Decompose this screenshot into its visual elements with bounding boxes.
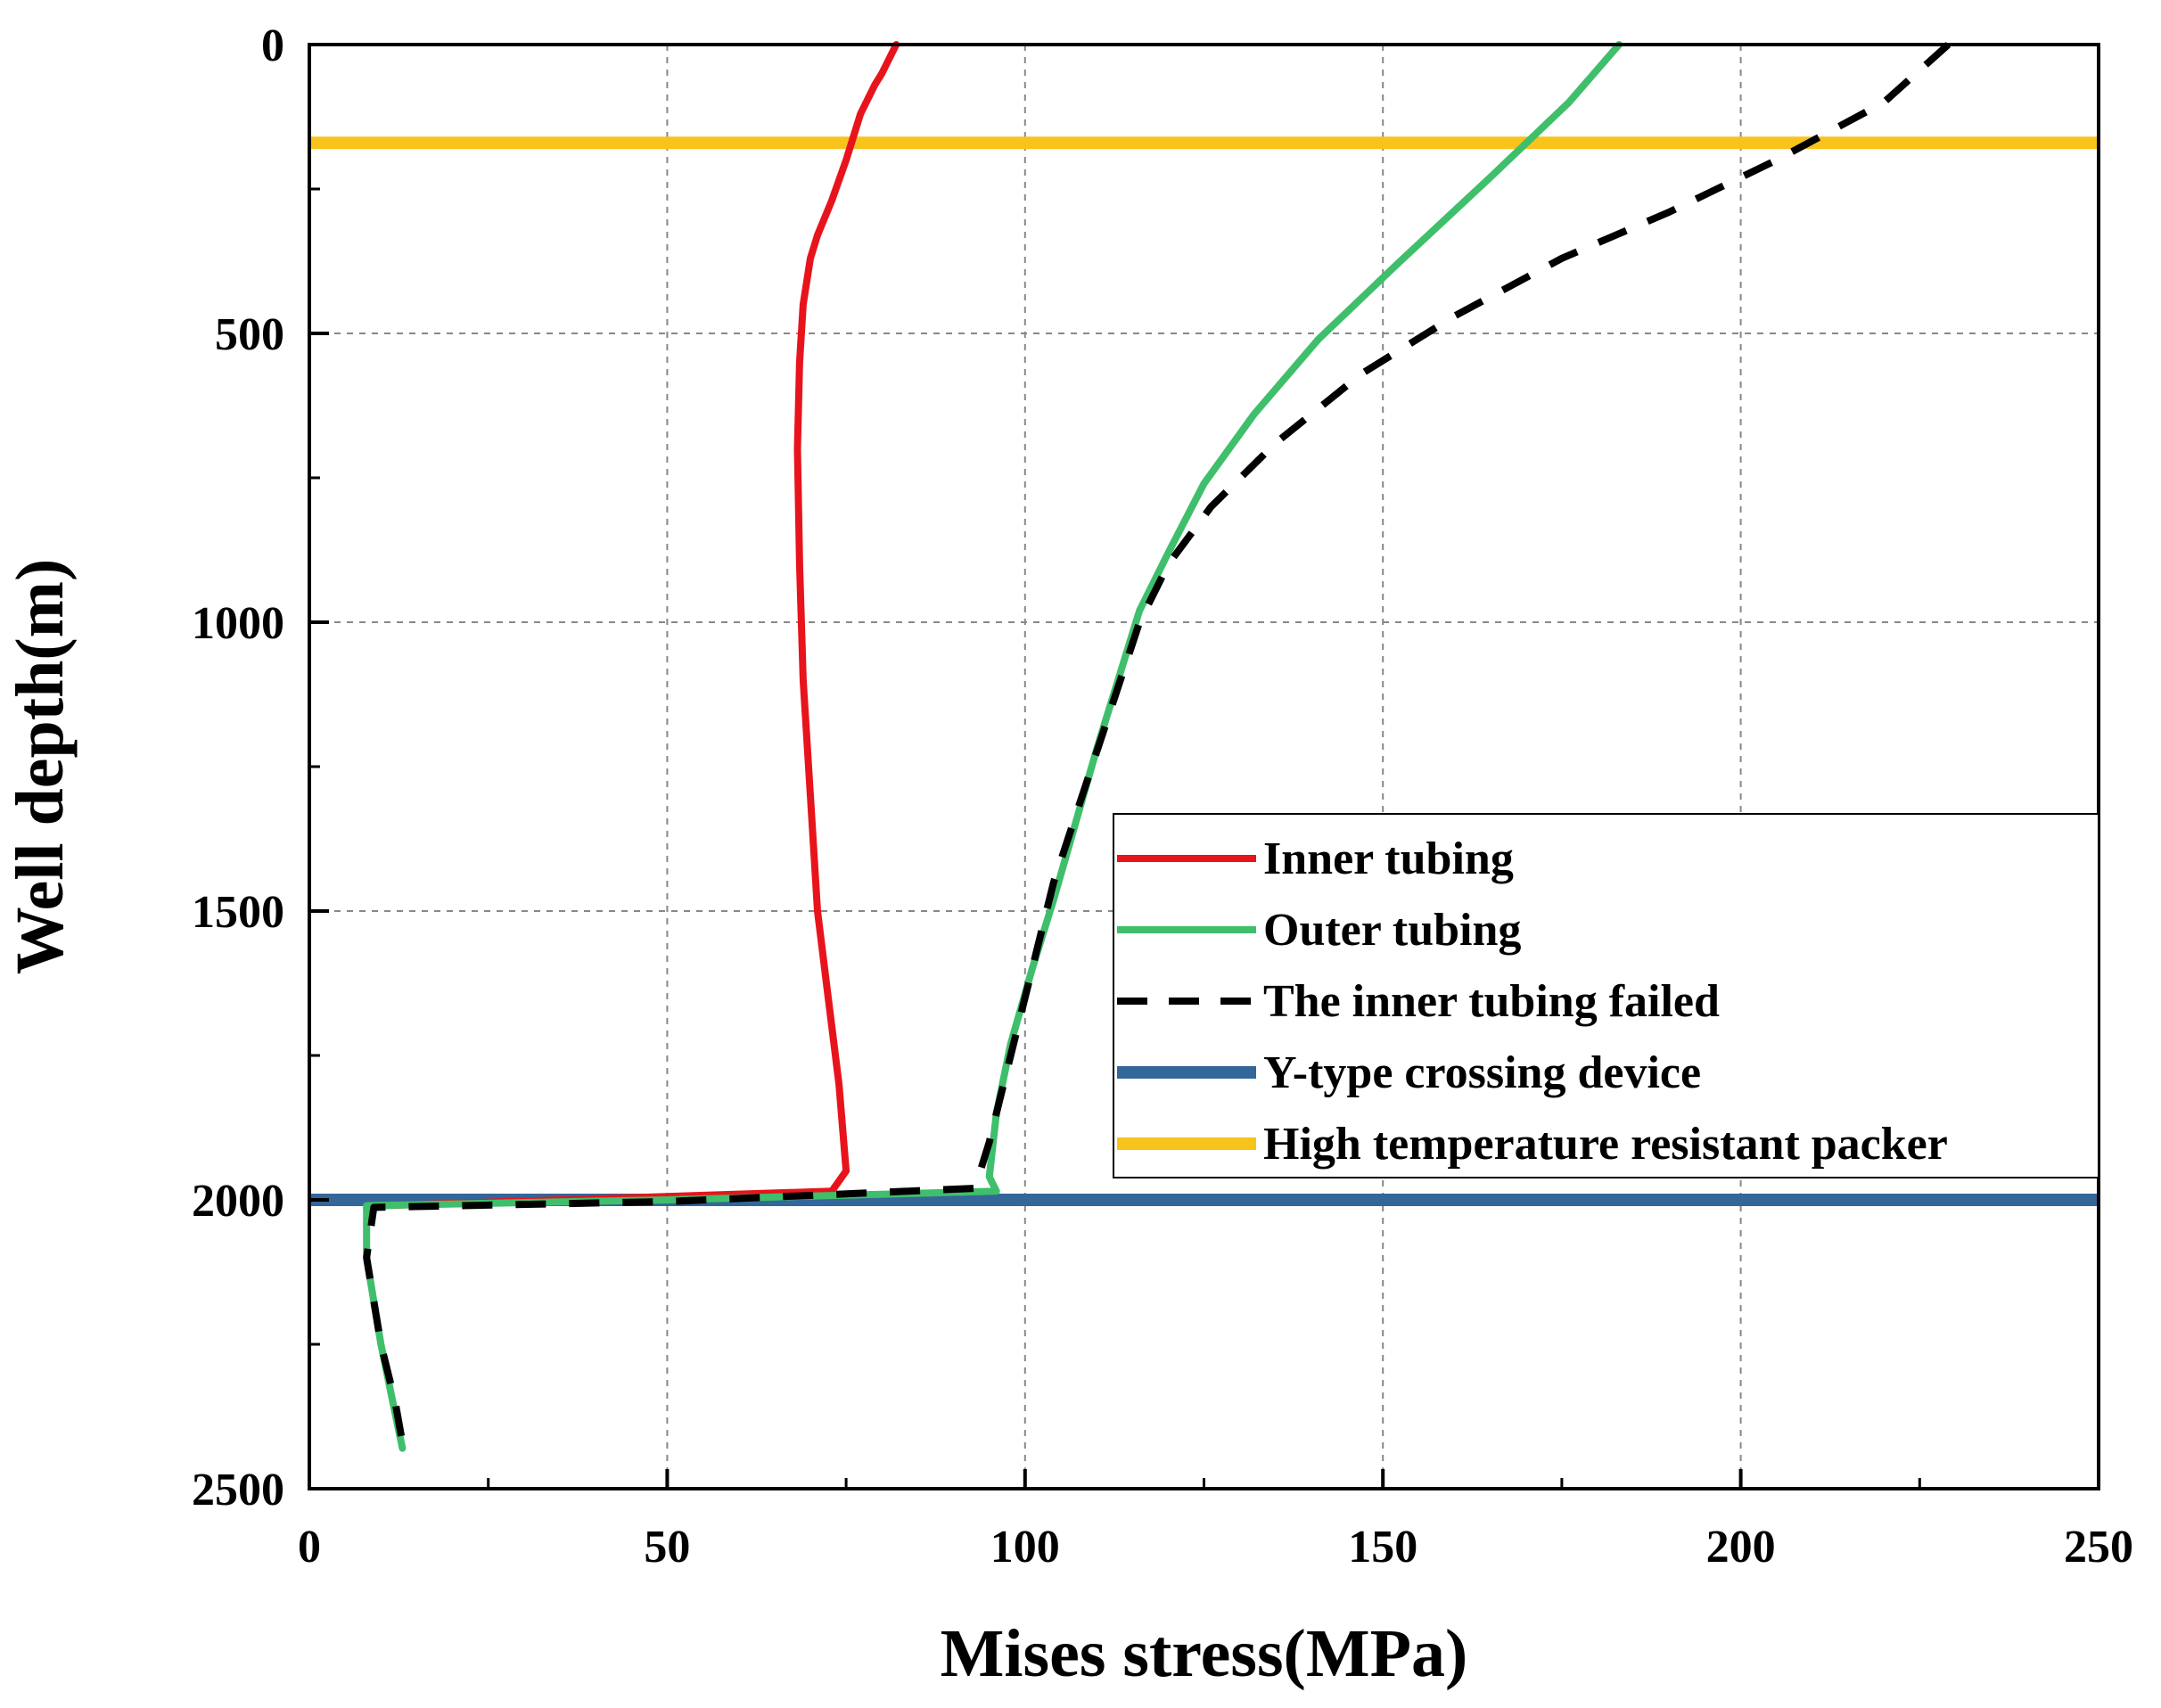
legend-label-high-temperature-resistant-packer: High temperature resistant packer [1263,1119,1948,1170]
ticks [308,43,2100,1490]
legend-label-the-inner-tubing-failed: The inner tubing failed [1263,976,1720,1027]
y-axis-title: Well depth(m) [3,559,78,975]
x-tick-label: 50 [644,1522,690,1573]
series-group [309,41,2099,1452]
x-tick-label: 0 [298,1522,321,1573]
grid [309,45,2099,1489]
legend-label-outer-tubing: Outer tubing [1263,905,1521,956]
series-line-inner-tubing [363,41,900,1212]
y-tick-label: 2500 [192,1465,284,1515]
legend-box [1113,813,2099,1178]
x-tick-label: 100 [990,1522,1060,1573]
x-tick-label: 250 [2064,1522,2133,1573]
y-tick-label: 2000 [192,1176,284,1227]
y-tick-label: 500 [215,309,284,360]
legend: Inner tubing Outer tubing The inner tubing… [1113,813,2099,1178]
x-axis-title: Mises stress(MPa) [941,1616,1468,1691]
y-tick-label: 1500 [192,887,284,938]
x-tick-label: 200 [1706,1522,1776,1573]
y-tick-label: 1000 [192,598,284,649]
x-tick-label: 150 [1348,1522,1417,1573]
plot-frame [308,43,2100,1490]
series-line-outer-tubing [363,41,1623,1452]
legend-label-y-type-crossing-device: Y-type crossing device [1263,1047,1701,1098]
y-tick-label: 0 [261,21,284,71]
series-line-the-inner-tubing-failed [363,42,1951,1443]
legend-label-inner-tubing: Inner tubing [1263,833,1514,884]
